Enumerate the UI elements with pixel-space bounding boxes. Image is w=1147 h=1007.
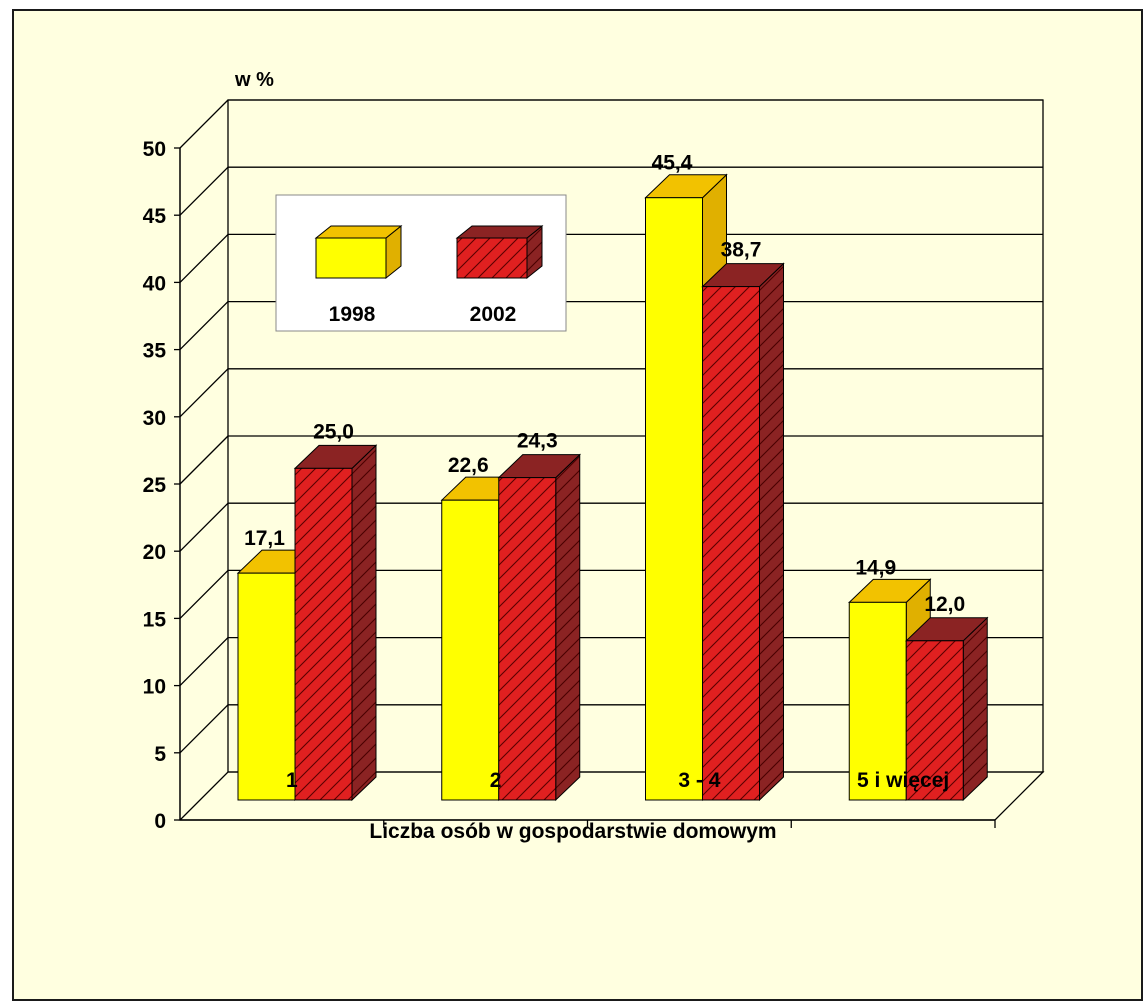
bar <box>294 467 353 801</box>
legend-label: 2002 <box>470 303 517 326</box>
y-tick-label: 45 <box>143 205 167 228</box>
data-label: 45,4 <box>652 152 693 175</box>
x-tick-label: 5 i więcej <box>857 769 949 792</box>
y-tick-label: 15 <box>143 608 167 631</box>
y-tick-label: 35 <box>143 340 167 363</box>
gridline-diagonal <box>179 301 229 351</box>
bar <box>702 286 760 801</box>
y-tick-label: 10 <box>143 676 166 699</box>
data-label: 38,7 <box>721 239 762 262</box>
gridline-diagonal <box>179 368 229 418</box>
data-label: 14,9 <box>855 556 896 579</box>
legend-label: 1998 <box>329 303 376 326</box>
gridline-diagonal <box>179 569 229 619</box>
bar <box>498 477 557 801</box>
data-label: 22,6 <box>448 454 489 477</box>
bar <box>441 499 500 801</box>
gridline-diagonal <box>179 99 229 149</box>
x-tick-label: 1 <box>286 769 298 792</box>
y-tick-label: 5 <box>154 743 166 766</box>
data-label: 24,3 <box>517 430 558 453</box>
y-tick-label: 0 <box>154 810 166 833</box>
y-axis-title: w % <box>234 69 274 91</box>
bar <box>237 572 296 801</box>
legend-swatch-top <box>455 225 544 239</box>
bar-side <box>962 616 988 802</box>
y-tick-label: 30 <box>143 407 166 430</box>
x-tick-label: 3 - 4 <box>678 769 720 792</box>
legend: 1998 2002 <box>275 194 567 332</box>
data-label: 25,0 <box>313 420 354 443</box>
x-tick-label: 2 <box>490 769 502 792</box>
axes: 0 5 10 15 20 25 30 35 40 45 50 1 2 3 - 4 5 i więcej <box>143 138 996 833</box>
y-tick-label: 40 <box>143 272 166 295</box>
bar <box>645 197 703 801</box>
y-tick-label: 25 <box>143 474 167 497</box>
bar <box>848 601 907 801</box>
bar-side <box>555 453 581 802</box>
bars <box>236 173 989 802</box>
y-tick-label: 50 <box>143 138 166 161</box>
y-tick-label: 20 <box>143 541 166 564</box>
gridline-diagonal <box>179 233 229 283</box>
legend-swatch <box>456 237 528 279</box>
data-label: 12,0 <box>924 593 965 616</box>
x-axis-title: Liczba osób w gospodarstwie domowym <box>369 820 776 843</box>
gridline-diagonal <box>179 637 229 687</box>
gridline-diagonal <box>179 166 229 216</box>
data-label: 17,1 <box>244 527 285 550</box>
gridline-diagonal <box>179 502 229 552</box>
bar <box>905 640 964 801</box>
gridline-diagonal <box>179 435 229 485</box>
data-labels: 17,1 25,0 22,6 24,3 45,4 38,7 14,9 12,0 <box>244 152 965 616</box>
bar-side <box>351 444 377 802</box>
legend-swatch <box>315 237 387 279</box>
bar-side <box>759 262 784 802</box>
gridline-diagonal <box>179 704 229 754</box>
legend-swatch-top <box>314 225 403 239</box>
